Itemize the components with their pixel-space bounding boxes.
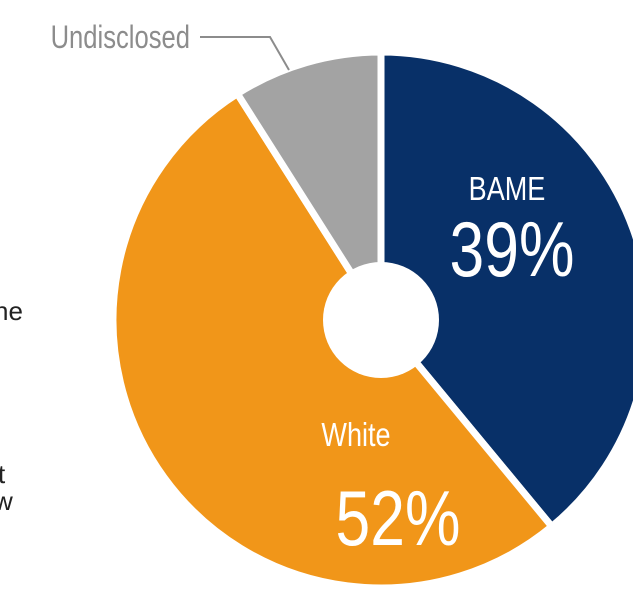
cropped-text-t: t [0,459,6,489]
callout-label-undisclosed: Undisclosed [51,20,190,55]
callout-line-undisclosed [200,36,290,71]
slice-label-bame: BAME [469,172,546,208]
cropped-text-w: w [0,486,13,516]
pie-slice-undisclosed [232,48,385,333]
pie-slice-bame [377,48,633,532]
donut-hole [323,262,439,378]
slice-value-white: 52% [336,474,461,561]
slice-label-white: White [321,418,390,454]
slice-value-bame: 39% [450,205,575,292]
cropped-text-ne: ne [0,296,23,326]
